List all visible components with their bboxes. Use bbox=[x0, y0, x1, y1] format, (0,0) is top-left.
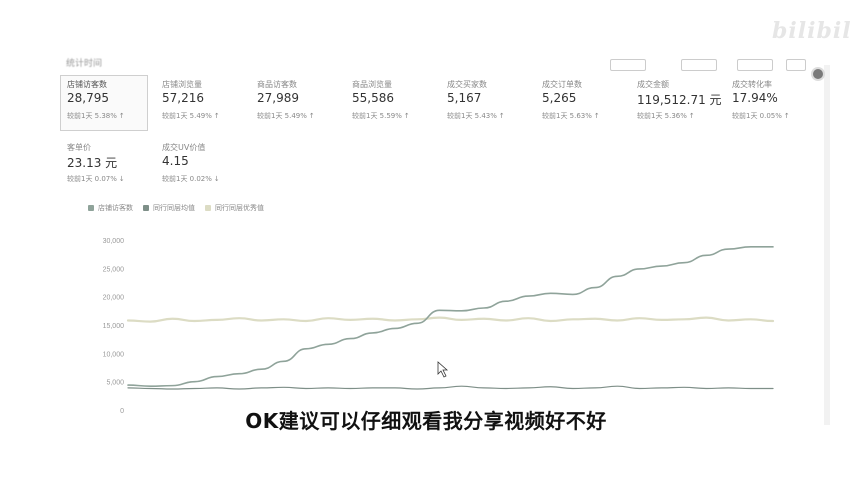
metric-card[interactable]: 成交转化率 17.94% 较前1天 0.05% ↑ bbox=[725, 75, 813, 131]
metric-label: 客单价 bbox=[67, 143, 91, 152]
metric-comparison-text: 较前1天 0.02% bbox=[162, 175, 212, 183]
toolbar-button-2[interactable] bbox=[681, 59, 717, 71]
metric-label: 成交UV价值 bbox=[162, 143, 206, 152]
metric-value: 4.15 bbox=[162, 154, 189, 168]
legend-swatch-3 bbox=[205, 205, 211, 211]
metric-value: 5,167 bbox=[447, 91, 482, 105]
metric-comparison-text: 较前1天 5.63% bbox=[542, 112, 592, 120]
metric-comparison: 较前1天 5.43% ↑ bbox=[447, 111, 505, 121]
metric-label: 商品访客数 bbox=[257, 80, 297, 89]
dashboard-toolbar: 统计时间 bbox=[58, 55, 830, 71]
metric-value: 28,795 bbox=[67, 91, 109, 105]
metric-comparison: 较前1天 5.63% ↑ bbox=[542, 111, 600, 121]
metric-card[interactable]: 店铺访客数 28,795 较前1天 5.38% ↑ bbox=[60, 75, 148, 131]
metric-comparison-text: 较前1天 0.07% bbox=[67, 175, 117, 183]
metric-card[interactable]: 成交金额 119,512.71 元较前1天 5.36% ↑ bbox=[630, 75, 722, 131]
metric-label: 商品浏览量 bbox=[352, 80, 392, 89]
metric-value: 5,265 bbox=[542, 91, 577, 105]
metric-card[interactable]: 客单价 23.13 元较前1天 0.07% ↓ bbox=[60, 138, 148, 194]
series-line-1[interactable] bbox=[127, 245, 774, 388]
date-range-label: 统计时间 bbox=[66, 59, 103, 69]
video-subtitle: OK建议可以仔细观看我分享视频好不好 bbox=[245, 409, 607, 433]
vertical-scrollbar[interactable] bbox=[824, 65, 830, 425]
metric-label: 店铺浏览量 bbox=[162, 80, 202, 89]
bilibili-watermark-logo: bilibili bbox=[772, 18, 852, 44]
y-tick-label: 5,000 bbox=[106, 380, 124, 387]
metric-comparison: 较前1天 5.36% ↑ bbox=[637, 111, 695, 121]
metric-comparison: 较前1天 0.07% ↓ bbox=[67, 174, 125, 184]
toolbar-button-4[interactable] bbox=[786, 59, 806, 71]
legend-label-2: 同行同层均值 bbox=[153, 204, 195, 212]
metric-label: 成交金额 bbox=[637, 80, 669, 89]
metric-value: 57,216 bbox=[162, 91, 204, 105]
metric-card[interactable]: 商品访客数 27,989 较前1天 5.49% ↑ bbox=[250, 75, 338, 131]
legend-swatch-1 bbox=[88, 205, 94, 211]
metric-comparison: 较前1天 5.49% ↑ bbox=[162, 111, 220, 121]
metric-card[interactable]: 成交买家数 5,167 较前1天 5.43% ↑ bbox=[440, 75, 528, 131]
legend-swatch-2 bbox=[143, 205, 149, 211]
metric-label: 成交转化率 bbox=[732, 80, 772, 89]
arrow-down-icon: ↓ bbox=[118, 175, 125, 183]
metric-comparison-text: 较前1天 5.36% bbox=[637, 112, 687, 120]
y-tick-label: 20,000 bbox=[103, 295, 125, 302]
arrow-up-icon: ↑ bbox=[498, 112, 505, 120]
metric-value: 119,512.71 元 bbox=[637, 93, 722, 107]
arrow-up-icon: ↑ bbox=[593, 112, 600, 120]
metric-card[interactable]: 商品浏览量 55,586 较前1天 5.59% ↑ bbox=[345, 75, 433, 131]
legend-label-1: 店铺访客数 bbox=[98, 204, 133, 212]
metric-comparison-text: 较前1天 5.59% bbox=[352, 112, 402, 120]
scroll-top-knob[interactable] bbox=[811, 67, 825, 81]
series-line-2[interactable] bbox=[127, 385, 774, 390]
legend-label-3: 同行同层优秀值 bbox=[215, 204, 264, 212]
y-tick-label: 10,000 bbox=[103, 351, 125, 358]
arrow-up-icon: ↑ bbox=[403, 112, 410, 120]
metric-comparison-text: 较前1天 5.49% bbox=[162, 112, 212, 120]
arrow-up-icon: ↑ bbox=[783, 112, 790, 120]
metric-comparison: 较前1天 5.38% ↑ bbox=[67, 111, 125, 121]
metric-comparison: 较前1天 5.59% ↑ bbox=[352, 111, 410, 121]
line-chart: 30,000 25,000 20,000 15,000 10,000 5,000 0 bbox=[103, 238, 775, 415]
metric-value: 23.13 元 bbox=[67, 156, 118, 170]
metric-comparison: 较前1天 5.49% ↑ bbox=[257, 111, 315, 121]
metric-comparison-text: 较前1天 5.43% bbox=[447, 112, 497, 120]
metric-value: 55,586 bbox=[352, 91, 394, 105]
chart-legend: 店铺访客数 同行同层均值 同行同层优秀值 bbox=[88, 203, 264, 213]
toolbar-button-3[interactable] bbox=[737, 59, 773, 71]
arrow-up-icon: ↑ bbox=[118, 112, 125, 120]
y-tick-label: 0 bbox=[120, 408, 124, 415]
metric-card[interactable]: 成交UV价值 4.15 较前1天 0.02% ↓ bbox=[155, 138, 243, 194]
arrow-up-icon: ↑ bbox=[688, 112, 695, 120]
legend-item-series-3[interactable]: 同行同层优秀值 bbox=[205, 203, 264, 213]
y-tick-label: 15,000 bbox=[103, 323, 125, 330]
dashboard-screen: 统计时间 店铺访客数 28,795 较前1天 5.38% ↑ 店铺浏览量 57,216 较前… bbox=[58, 55, 830, 425]
mouse-cursor-icon bbox=[437, 361, 449, 378]
arrow-up-icon: ↑ bbox=[308, 112, 315, 120]
metric-comparison-text: 较前1天 0.05% bbox=[732, 112, 782, 120]
arrow-up-icon: ↑ bbox=[213, 112, 220, 120]
metric-comparison-text: 较前1天 5.38% bbox=[67, 112, 117, 120]
metric-card[interactable]: 成交订单数 5,265 较前1天 5.63% ↑ bbox=[535, 75, 623, 131]
metric-card[interactable]: 店铺浏览量 57,216 较前1天 5.49% ↑ bbox=[155, 75, 243, 131]
metric-value: 17.94% bbox=[732, 91, 778, 105]
metric-value: 27,989 bbox=[257, 91, 299, 105]
metric-comparison: 较前1天 0.02% ↓ bbox=[162, 174, 220, 184]
legend-item-series-1[interactable]: 店铺访客数 bbox=[88, 203, 133, 213]
metric-comparison: 较前1天 0.05% ↑ bbox=[732, 111, 790, 121]
arrow-down-icon: ↓ bbox=[213, 175, 220, 183]
metric-label: 成交订单数 bbox=[542, 80, 582, 89]
series-line-3[interactable] bbox=[126, 316, 775, 323]
metric-comparison-text: 较前1天 5.49% bbox=[257, 112, 307, 120]
metric-label: 店铺访客数 bbox=[67, 80, 107, 89]
toolbar-button-1[interactable] bbox=[610, 59, 646, 71]
legend-item-series-2[interactable]: 同行同层均值 bbox=[143, 203, 195, 213]
metric-label: 成交买家数 bbox=[447, 80, 487, 89]
y-tick-label: 30,000 bbox=[103, 238, 125, 245]
y-tick-label: 25,000 bbox=[103, 266, 125, 273]
